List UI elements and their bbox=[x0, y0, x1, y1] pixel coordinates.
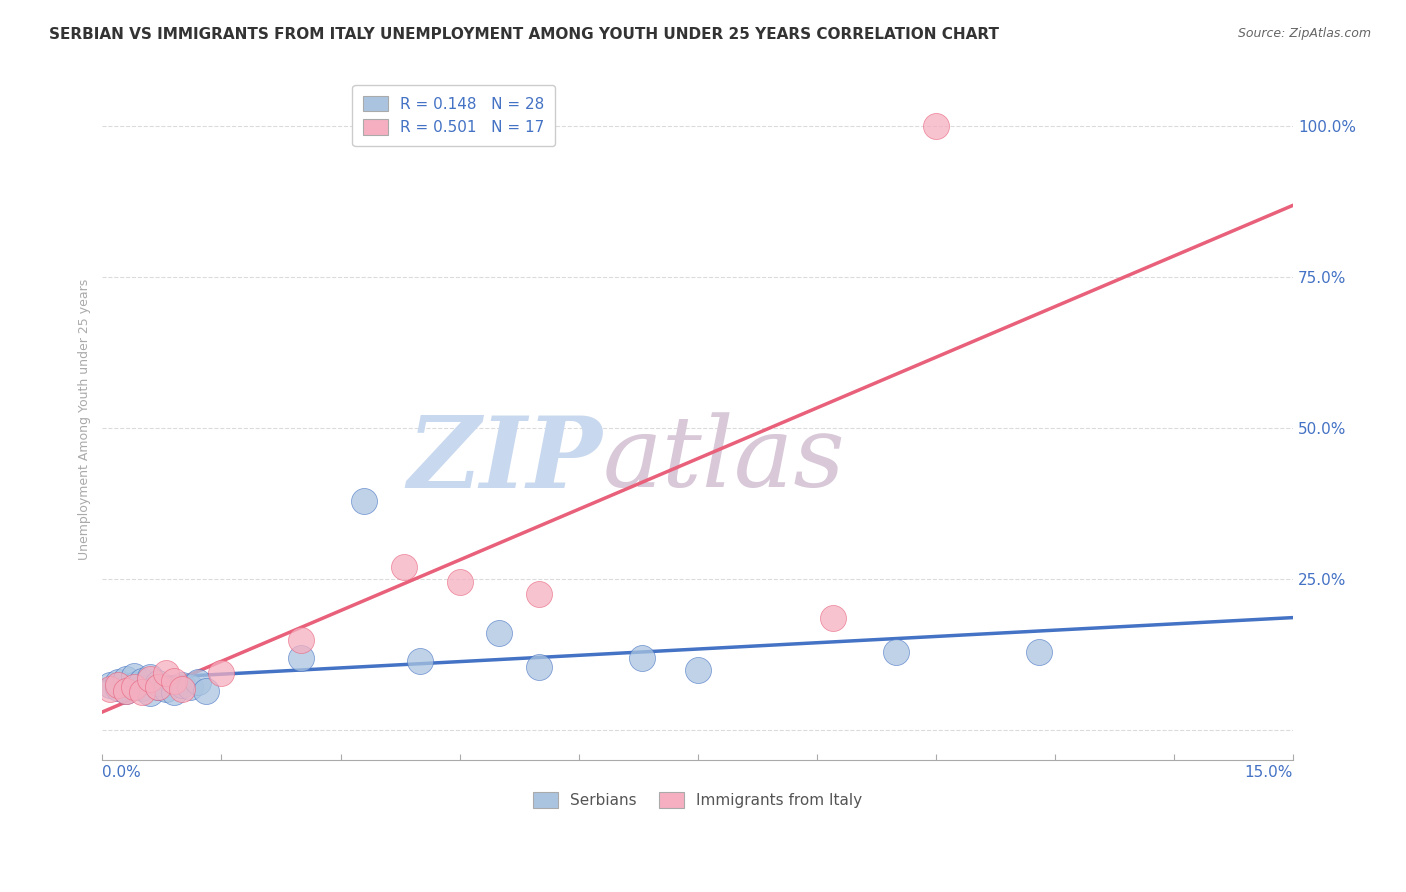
Point bbox=[353, 493, 375, 508]
Point bbox=[107, 678, 129, 692]
Text: ZIP: ZIP bbox=[408, 411, 602, 508]
Point bbox=[409, 654, 432, 668]
Point bbox=[209, 665, 232, 680]
Point bbox=[115, 684, 138, 698]
Point bbox=[146, 680, 169, 694]
Point bbox=[122, 669, 145, 683]
Point bbox=[163, 685, 186, 699]
Point bbox=[449, 575, 471, 590]
Point bbox=[392, 560, 415, 574]
Point bbox=[631, 650, 654, 665]
Point bbox=[155, 665, 177, 680]
Point bbox=[131, 673, 153, 688]
Point bbox=[187, 674, 209, 689]
Point bbox=[488, 626, 510, 640]
Point bbox=[1028, 644, 1050, 658]
Text: 15.0%: 15.0% bbox=[1244, 765, 1294, 780]
Point bbox=[194, 684, 217, 698]
Text: SERBIAN VS IMMIGRANTS FROM ITALY UNEMPLOYMENT AMONG YOUTH UNDER 25 YEARS CORRELA: SERBIAN VS IMMIGRANTS FROM ITALY UNEMPLO… bbox=[49, 27, 1000, 42]
Point bbox=[155, 681, 177, 696]
Point bbox=[107, 681, 129, 695]
Point bbox=[139, 670, 162, 684]
Point bbox=[821, 611, 844, 625]
Point bbox=[122, 678, 145, 692]
Point bbox=[115, 672, 138, 686]
Point bbox=[884, 644, 907, 658]
Point bbox=[686, 663, 709, 677]
Point bbox=[115, 684, 138, 698]
Point bbox=[527, 587, 550, 601]
Text: Source: ZipAtlas.com: Source: ZipAtlas.com bbox=[1237, 27, 1371, 40]
Legend: Serbians, Immigrants from Italy: Serbians, Immigrants from Italy bbox=[527, 786, 869, 814]
Point bbox=[170, 681, 193, 696]
Point bbox=[527, 659, 550, 673]
Point bbox=[163, 673, 186, 688]
Point bbox=[139, 672, 162, 686]
Point bbox=[290, 632, 312, 647]
Y-axis label: Unemployment Among Youth under 25 years: Unemployment Among Youth under 25 years bbox=[79, 278, 91, 559]
Point bbox=[925, 119, 948, 133]
Point bbox=[122, 680, 145, 694]
Text: atlas: atlas bbox=[602, 412, 845, 508]
Text: 0.0%: 0.0% bbox=[103, 765, 141, 780]
Point bbox=[146, 676, 169, 690]
Point bbox=[98, 678, 121, 692]
Point bbox=[131, 685, 153, 699]
Point bbox=[290, 650, 312, 665]
Point bbox=[146, 680, 169, 694]
Point bbox=[139, 686, 162, 700]
Point bbox=[179, 680, 201, 694]
Point bbox=[170, 678, 193, 692]
Point bbox=[107, 674, 129, 689]
Point bbox=[131, 681, 153, 695]
Point bbox=[98, 681, 121, 696]
